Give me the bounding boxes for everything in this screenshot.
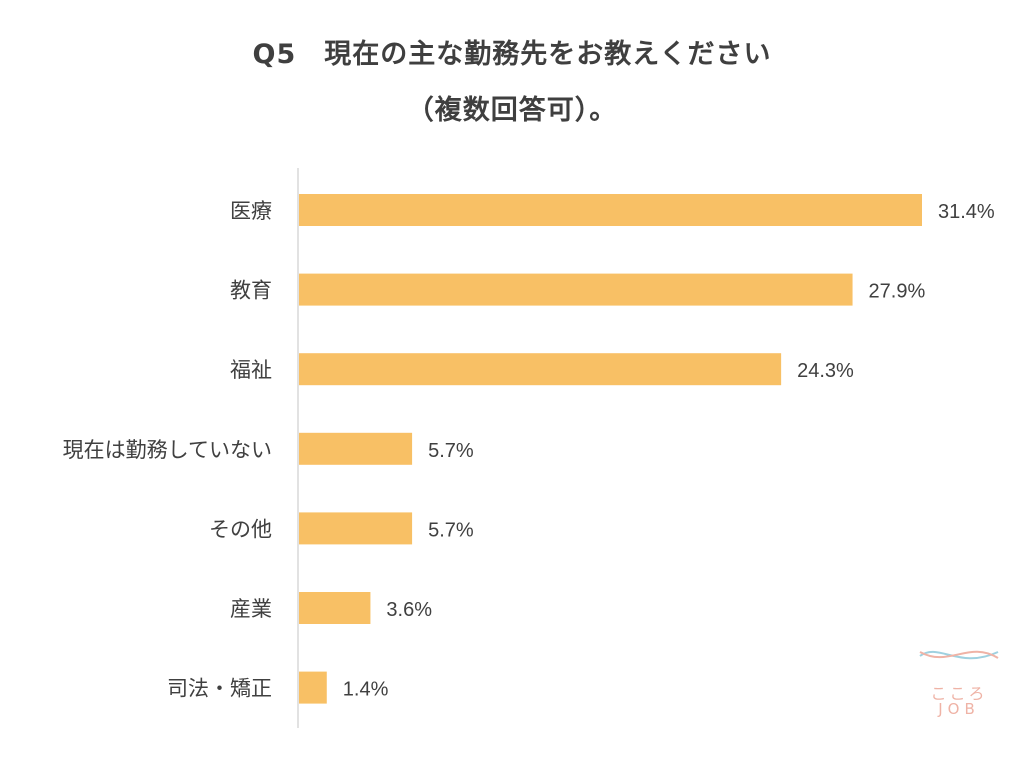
bar [299, 353, 782, 386]
bar [299, 432, 413, 465]
category-label: 医療 [230, 199, 272, 223]
wave-logo-icon [919, 650, 999, 660]
bar [299, 512, 413, 545]
value-label: 1.4% [343, 679, 389, 701]
bar [299, 671, 327, 704]
category-label: 司法・矯正 [167, 677, 272, 701]
value-label: 27.9% [869, 281, 926, 303]
category-label: 教育 [230, 279, 272, 303]
kokoro-job-logo: こころ JOB [914, 644, 1004, 724]
value-label: 5.7% [428, 440, 474, 462]
logo-kana: こころ [930, 684, 988, 703]
value-label: 5.7% [428, 519, 474, 541]
category-label: 産業 [230, 597, 272, 621]
category-label: 福祉 [230, 358, 272, 382]
value-label: 3.6% [386, 599, 432, 621]
bar [299, 592, 371, 624]
chart-title-line1: Q5 現在の主な勤務先をお教えください [252, 39, 772, 70]
category-label: その他 [209, 517, 272, 541]
value-label: 24.3% [797, 360, 854, 382]
value-label: 31.4% [938, 201, 995, 223]
logo-job: JOB [938, 700, 980, 718]
bar [299, 194, 922, 226]
category-label: 現在は勤務していない [63, 438, 272, 462]
chart-title-line2: （複数回答可）。 [406, 95, 618, 126]
bar [299, 273, 853, 306]
